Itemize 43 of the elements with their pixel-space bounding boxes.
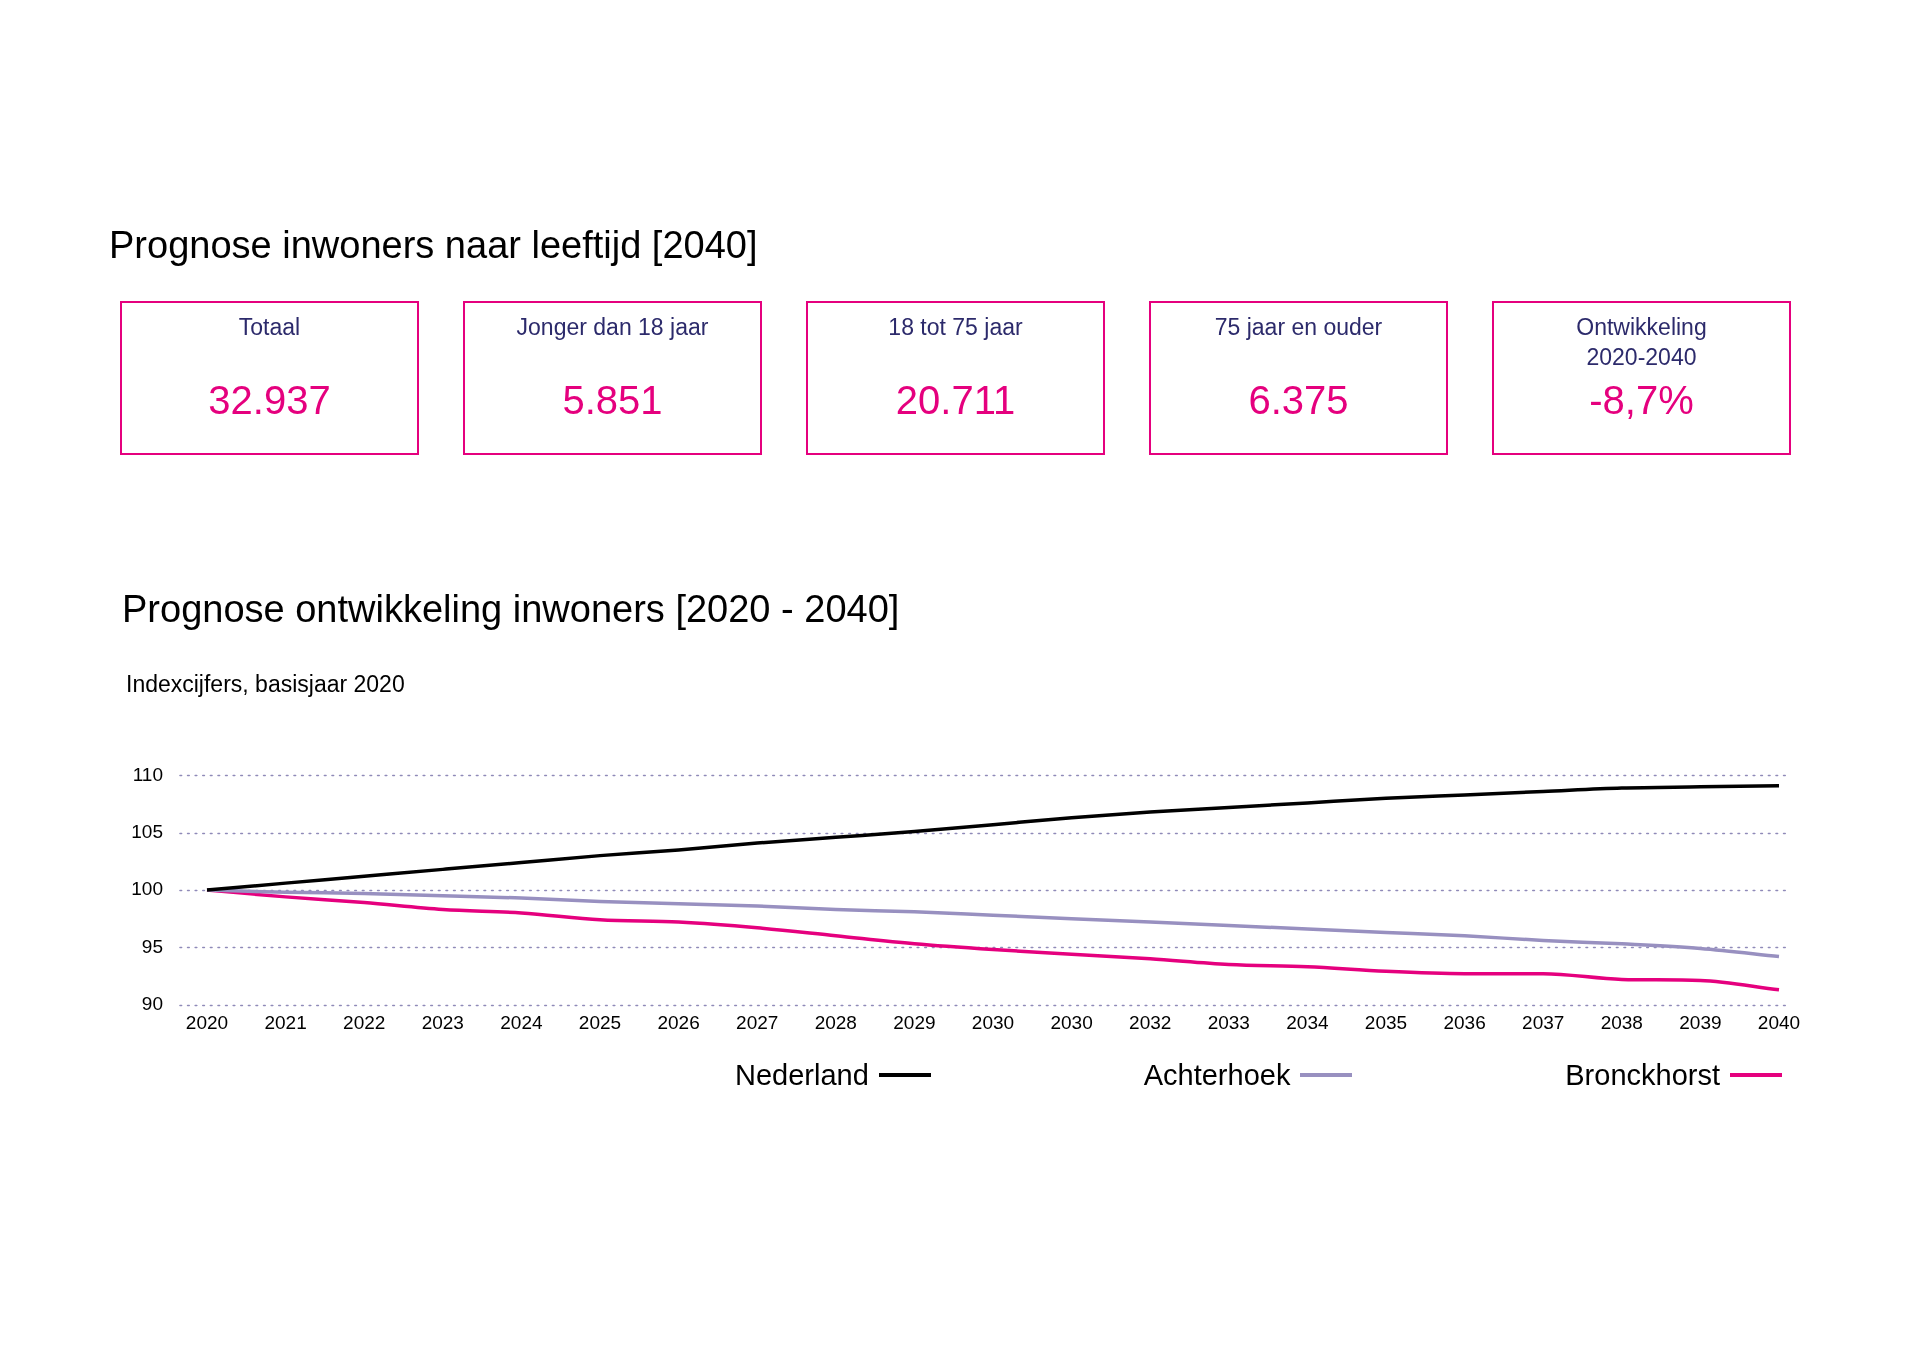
y-tick-label: 90 xyxy=(141,992,163,1014)
category-label: Ontwikkeling 2020-2040 xyxy=(1576,314,1707,370)
x-tick-label: 2025 xyxy=(578,1012,622,1034)
x-tick-label: 2028 xyxy=(814,1012,857,1034)
legend-label: Nederland xyxy=(735,1058,869,1092)
category-label: Jonger dan 18 jaar xyxy=(516,314,709,340)
x-tick-label: 2033 xyxy=(1207,1012,1250,1034)
x-tick-label: 2030 xyxy=(971,1012,1015,1034)
x-tick-label: 2021 xyxy=(264,1012,307,1034)
x-tick-label: 2022 xyxy=(343,1012,386,1034)
card: 75 jaar en ouder 6.375 xyxy=(1149,301,1448,455)
category-label: 75 jaar en ouder xyxy=(1214,314,1383,340)
x-tick-label: 2040 xyxy=(1757,1012,1801,1034)
x-tick-label: 2039 xyxy=(1679,1012,1722,1034)
x-tick-label: 2024 xyxy=(500,1012,543,1034)
x-tick-label: 2032 xyxy=(1129,1012,1172,1034)
x-tick-label: 2023 xyxy=(421,1012,464,1034)
card: Totaal 32.937 xyxy=(120,301,419,455)
x-tick-label: 2037 xyxy=(1522,1012,1565,1034)
category-label: Totaal xyxy=(238,314,301,340)
card: Ontwikkeling 2020-2040 -8,7% xyxy=(1492,301,1791,455)
x-tick-label: 2035 xyxy=(1364,1012,1408,1034)
card: 18 tot 75 jaar 20.711 xyxy=(806,301,1105,455)
x-tick-label: 2038 xyxy=(1600,1012,1643,1034)
x-tick-label: 2027 xyxy=(736,1012,779,1034)
category-label: 18 tot 75 jaar xyxy=(888,314,1023,340)
legend-label: Bronckhorst xyxy=(1565,1058,1720,1092)
x-tick-label: 2026 xyxy=(657,1012,700,1034)
y-axis-title: Indexcijfers, basisjaar 2020 xyxy=(126,670,405,698)
x-tick-label: 2034 xyxy=(1286,1012,1329,1034)
x-tick-label: 2030 xyxy=(1050,1012,1093,1034)
x-tick-label: 2029 xyxy=(893,1012,936,1034)
legend-label: Achterhoek xyxy=(1143,1058,1291,1092)
y-tick-label: 95 xyxy=(141,935,163,957)
y-tick-label: 100 xyxy=(131,878,163,900)
y-tick-label: 110 xyxy=(132,763,163,785)
y-tick-label: 105 xyxy=(131,820,163,842)
line-series xyxy=(205,783,1781,892)
text: Prognose inwoners naar leeftijd [2040] xyxy=(109,223,758,267)
chart-title: Prognose ontwikkeling inwoners [2020 - 2040] xyxy=(122,587,900,631)
card: Jonger dan 18 jaar 5.851 xyxy=(463,301,762,455)
x-tick-label: 2036 xyxy=(1443,1012,1486,1034)
x-tick-label: 2020 xyxy=(185,1012,229,1034)
